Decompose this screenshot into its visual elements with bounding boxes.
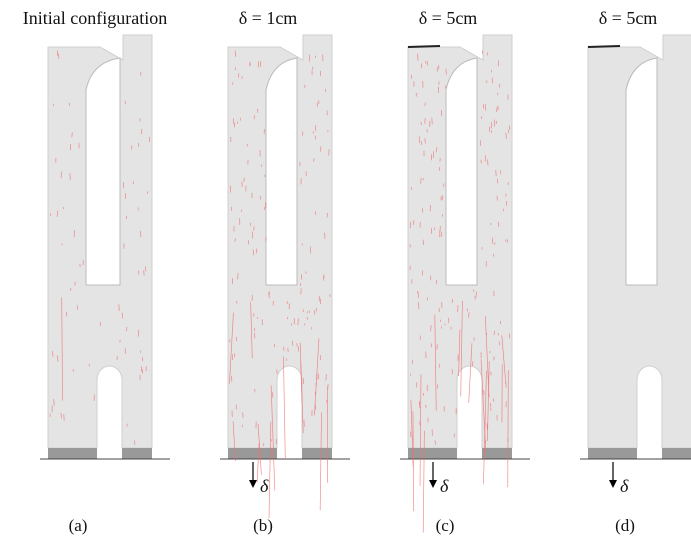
arrow-head bbox=[249, 480, 257, 488]
panel-title: Initial configuration bbox=[23, 8, 167, 28]
base-block bbox=[662, 448, 691, 459]
arrow-label: δ bbox=[620, 476, 629, 496]
panel-caption: (d) bbox=[615, 516, 635, 535]
arrow-label: δ bbox=[260, 476, 269, 496]
panel: Initial configuration (a) bbox=[23, 8, 170, 535]
panel-title: δ = 5cm bbox=[599, 8, 658, 28]
panel: δ = 5cm (d) δ bbox=[580, 8, 691, 535]
arrow-head bbox=[609, 480, 617, 488]
base-block bbox=[122, 448, 152, 459]
panel: δ = 1cm (b) δ bbox=[220, 8, 350, 535]
panel-caption: (c) bbox=[436, 516, 455, 535]
panel-title: δ = 5cm bbox=[419, 8, 478, 28]
window-opening bbox=[86, 58, 120, 285]
force-vector bbox=[446, 69, 447, 75]
window-opening bbox=[446, 58, 477, 285]
base-block bbox=[482, 448, 512, 459]
arrow-label: δ bbox=[440, 476, 449, 496]
base-block bbox=[48, 448, 97, 459]
base-block bbox=[408, 448, 457, 459]
panels: Initial configuration(a)δ = 1cm(b)δδ = 5… bbox=[23, 8, 691, 535]
window-opening bbox=[626, 58, 657, 285]
crack bbox=[588, 46, 620, 47]
base-block bbox=[588, 448, 637, 459]
panel-title: δ = 1cm bbox=[239, 8, 298, 28]
window-opening bbox=[266, 58, 297, 285]
figure: Initial configuration(a)δ = 1cm(b)δδ = 5… bbox=[0, 0, 691, 541]
force-vector bbox=[283, 357, 285, 460]
arrow-head bbox=[429, 480, 437, 488]
crack bbox=[408, 46, 440, 47]
panel: δ = 5cm (c) δ bbox=[400, 8, 530, 535]
panel-caption: (b) bbox=[253, 516, 273, 535]
panel-caption: (a) bbox=[69, 516, 88, 535]
